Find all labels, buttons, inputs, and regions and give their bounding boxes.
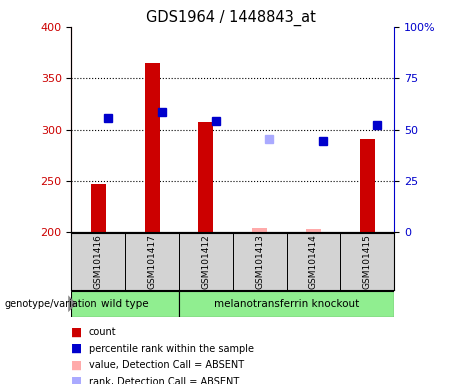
Bar: [340, 233, 394, 290]
Bar: [71, 233, 125, 290]
Text: value, Detection Call = ABSENT: value, Detection Call = ABSENT: [89, 360, 244, 370]
Text: wild type: wild type: [101, 299, 149, 309]
Text: ■: ■: [71, 359, 83, 372]
Bar: [306, 229, 321, 232]
Bar: [198, 122, 213, 232]
Bar: [252, 228, 267, 232]
Text: genotype/variation: genotype/variation: [5, 299, 97, 309]
Bar: [91, 184, 106, 232]
Text: GSM101414: GSM101414: [309, 234, 318, 289]
Bar: [360, 139, 375, 232]
Bar: [179, 291, 394, 317]
Text: rank, Detection Call = ABSENT: rank, Detection Call = ABSENT: [89, 377, 239, 384]
Bar: [287, 233, 340, 290]
Text: count: count: [89, 327, 117, 337]
Bar: [233, 233, 287, 290]
Text: ■: ■: [71, 342, 83, 355]
Text: GSM101417: GSM101417: [148, 234, 157, 289]
Bar: [125, 233, 179, 290]
Text: GSM101412: GSM101412: [201, 234, 210, 289]
Text: ■: ■: [71, 375, 83, 384]
Bar: [179, 233, 233, 290]
Text: GDS1964 / 1448843_at: GDS1964 / 1448843_at: [146, 10, 315, 26]
Text: melanotransferrin knockout: melanotransferrin knockout: [214, 299, 359, 309]
Text: GSM101416: GSM101416: [94, 234, 103, 289]
Polygon shape: [68, 295, 77, 312]
Text: percentile rank within the sample: percentile rank within the sample: [89, 344, 254, 354]
Bar: [145, 63, 160, 232]
Text: GSM101413: GSM101413: [255, 234, 264, 289]
Text: GSM101415: GSM101415: [363, 234, 372, 289]
Text: ■: ■: [71, 326, 83, 339]
Bar: [71, 291, 179, 317]
